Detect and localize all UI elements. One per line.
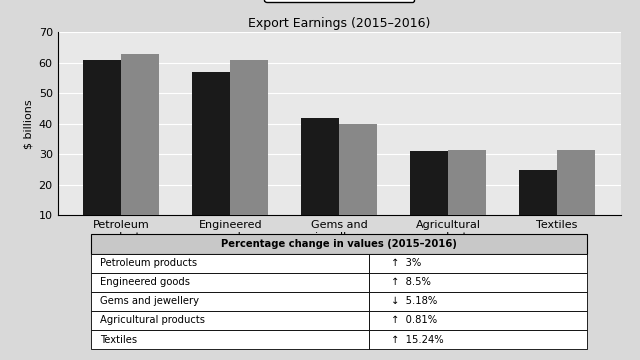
Bar xyxy=(369,330,587,349)
Bar xyxy=(92,234,587,253)
Bar xyxy=(557,150,595,246)
Y-axis label: $ billions: $ billions xyxy=(23,99,33,149)
Legend: 2015, 2016: 2015, 2016 xyxy=(264,0,414,2)
Bar xyxy=(122,54,159,246)
Text: Percentage change in values (2015–2016): Percentage change in values (2015–2016) xyxy=(221,239,457,249)
Bar xyxy=(92,311,369,330)
Bar xyxy=(448,150,486,246)
Bar xyxy=(369,292,587,311)
Title: Export Earnings (2015–2016): Export Earnings (2015–2016) xyxy=(248,17,430,30)
Bar xyxy=(369,253,587,273)
Text: Textiles: Textiles xyxy=(100,334,137,345)
Text: ↑  15.24%: ↑ 15.24% xyxy=(392,334,444,345)
Bar xyxy=(369,311,587,330)
Bar xyxy=(83,60,122,246)
Text: Petroleum products: Petroleum products xyxy=(100,258,197,268)
Bar xyxy=(92,253,369,273)
Bar xyxy=(519,170,557,246)
Bar xyxy=(301,118,339,246)
Bar xyxy=(92,292,369,311)
Text: Gems and jewellery: Gems and jewellery xyxy=(100,296,199,306)
Bar xyxy=(369,273,587,292)
Text: ↑  3%: ↑ 3% xyxy=(392,258,422,268)
Text: ↑  0.81%: ↑ 0.81% xyxy=(392,315,438,325)
Text: ↓  5.18%: ↓ 5.18% xyxy=(392,296,438,306)
Text: Agricultural products: Agricultural products xyxy=(100,315,205,325)
Text: ↑  8.5%: ↑ 8.5% xyxy=(392,277,431,287)
Bar xyxy=(339,124,378,246)
X-axis label: Product Category: Product Category xyxy=(278,248,401,261)
Bar xyxy=(92,330,369,349)
Bar xyxy=(410,152,448,246)
Text: Engineered goods: Engineered goods xyxy=(100,277,190,287)
Bar xyxy=(192,72,230,246)
Bar xyxy=(92,273,369,292)
Bar xyxy=(230,60,268,246)
